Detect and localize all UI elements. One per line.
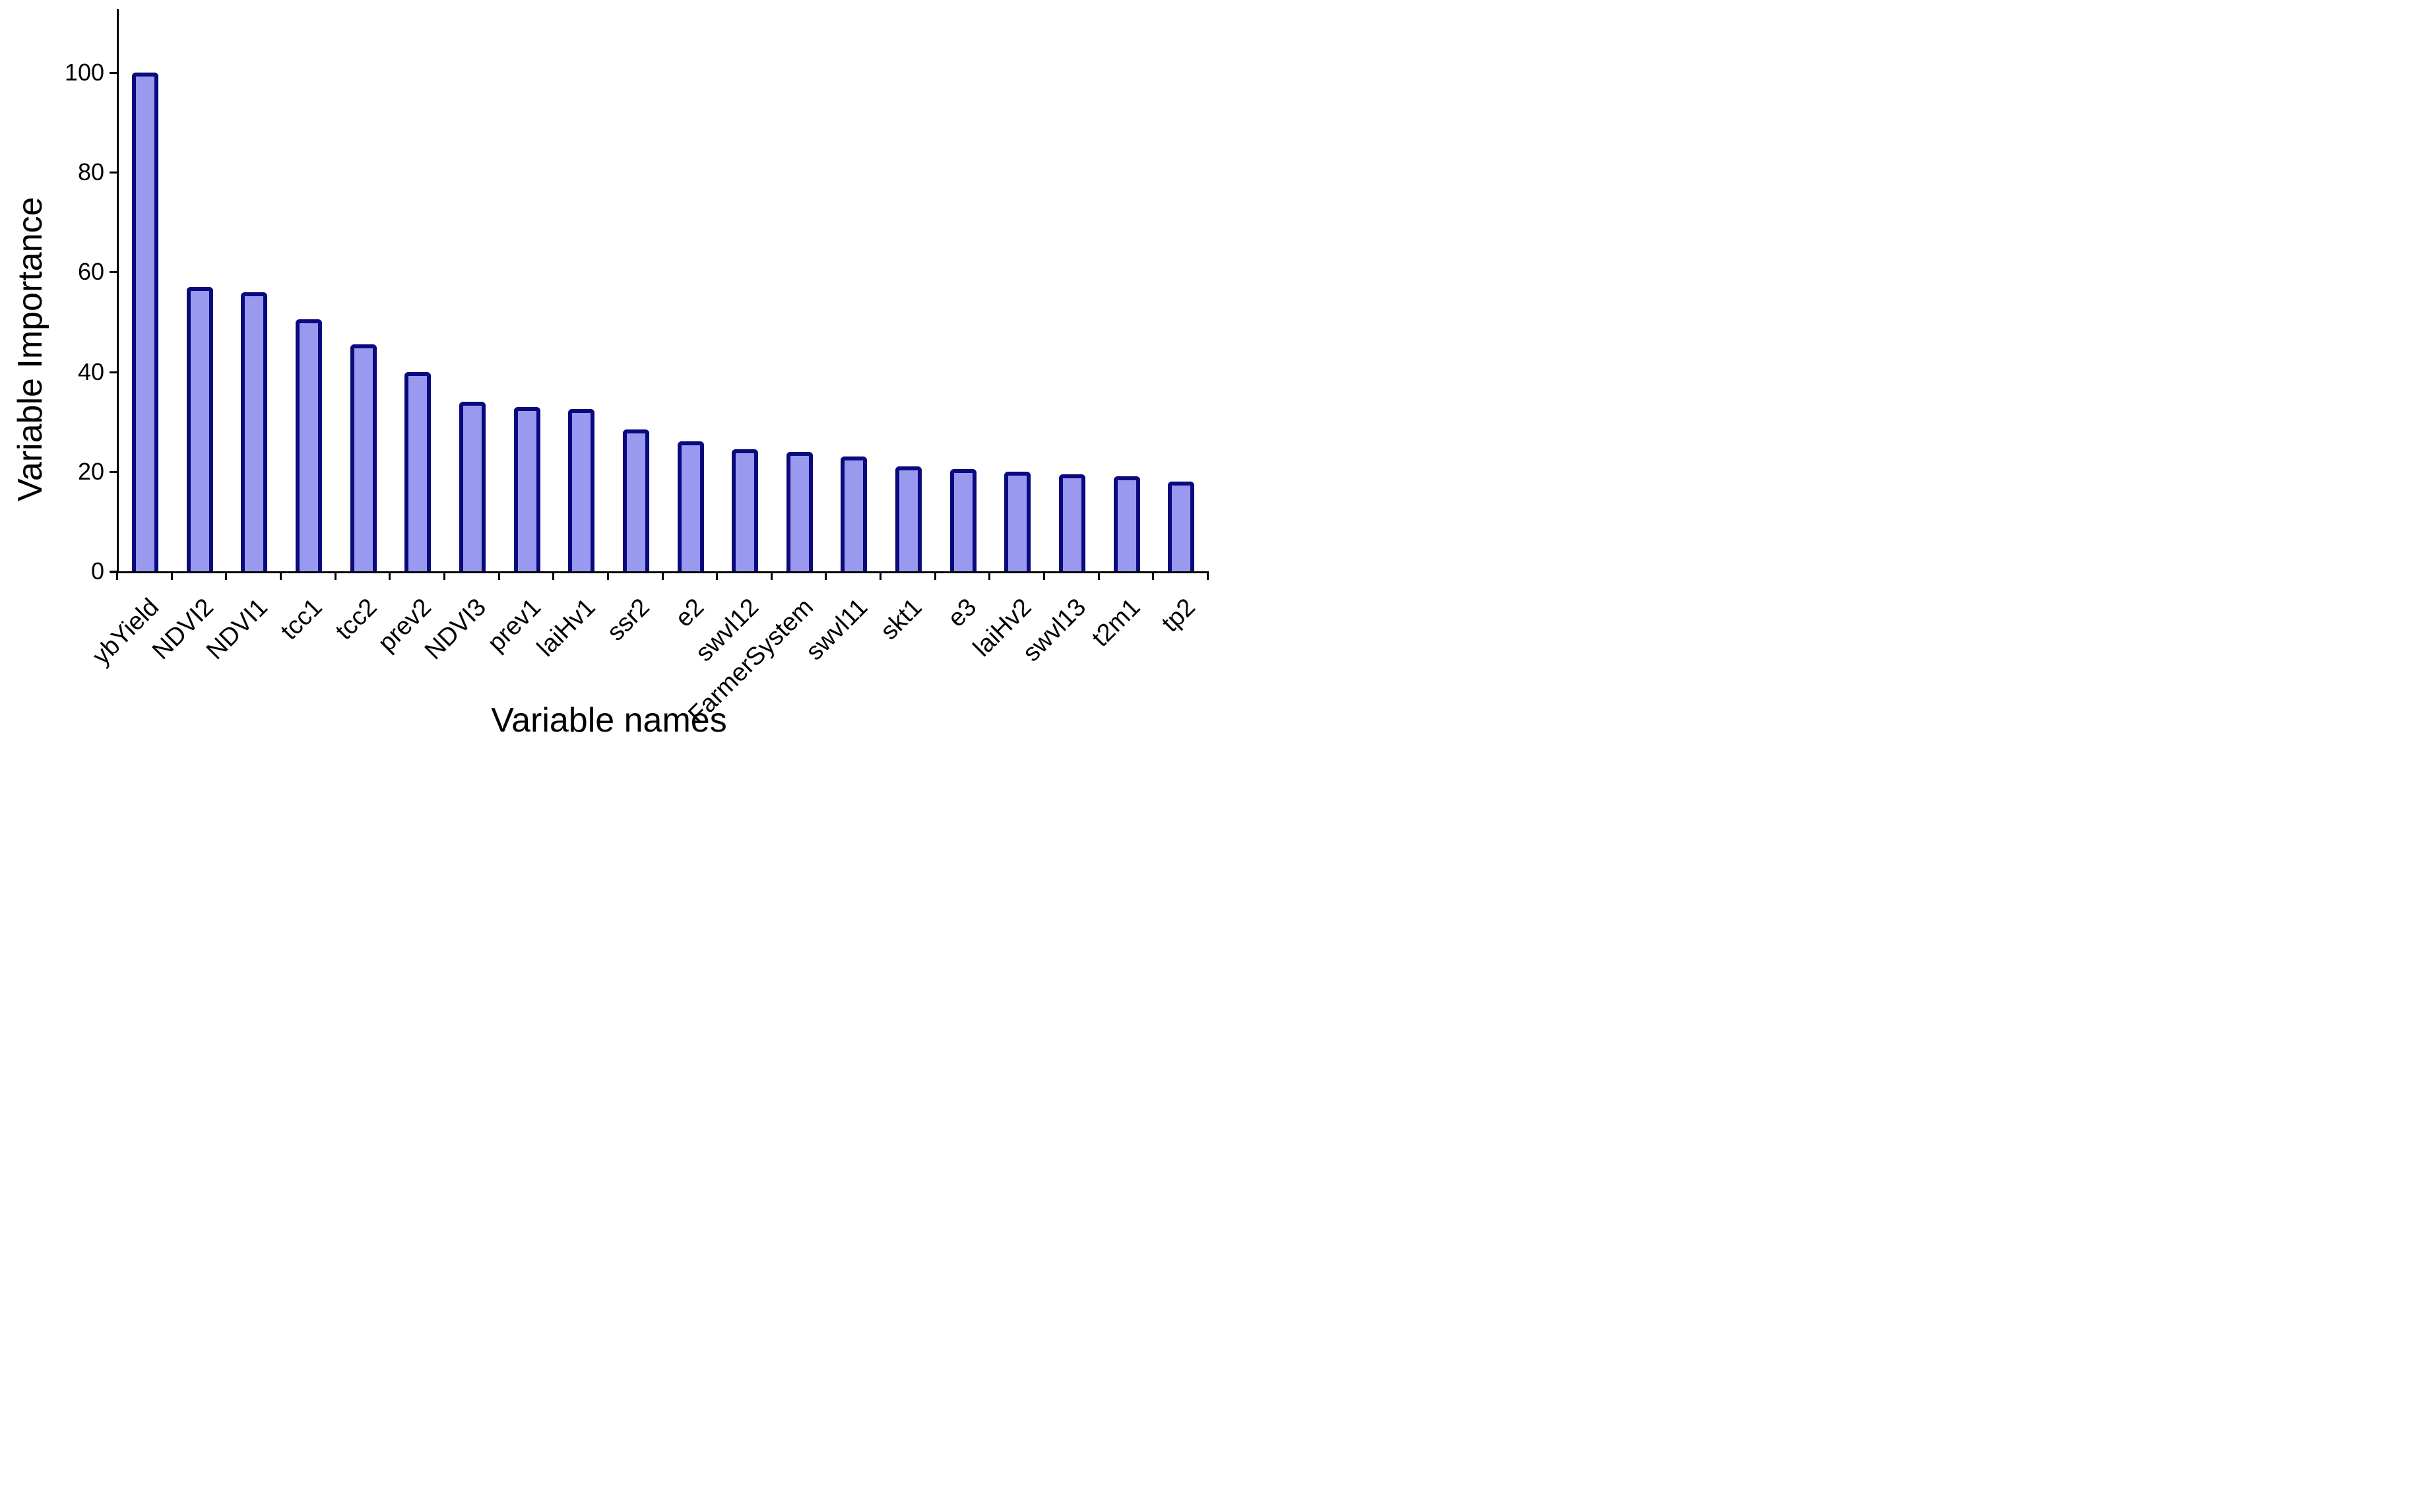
bar-t2m1	[1113, 476, 1140, 571]
bar-tp2	[1168, 481, 1195, 571]
x-axis-title: Variable names	[491, 701, 727, 740]
x-tick-mark	[116, 571, 118, 580]
bar-ssr2	[622, 429, 649, 571]
bar-swvl13	[1059, 474, 1086, 571]
x-tick-label-e3: e3	[943, 593, 982, 633]
bar-laiHv2	[1004, 471, 1031, 571]
x-tick-mark	[1152, 571, 1155, 580]
x-tick-mark	[988, 571, 991, 580]
y-tick-label: 20	[77, 457, 104, 485]
x-tick-mark	[770, 571, 773, 580]
x-tick-label-e2: e2	[670, 593, 710, 633]
y-tick-mark	[110, 371, 117, 373]
x-tick-label-NDVI1: NDVI1	[201, 593, 274, 666]
y-tick-label: 100	[64, 59, 104, 86]
variable-importance-bar-chart: 0 20 40 60 80 100 ybYield NDVI2 NDVI1 tcc1 tcc2 pre…	[0, 0, 1218, 756]
x-tick-label-laiHv1: laiHv1	[531, 593, 601, 662]
y-axis-line	[117, 9, 119, 573]
bar-prev2	[404, 371, 432, 571]
x-tick-mark	[497, 571, 500, 580]
y-tick-mark	[110, 470, 117, 473]
bar-NDVI3	[459, 401, 486, 571]
bar-ybYield	[132, 73, 158, 571]
bar-laiHv1	[568, 409, 595, 571]
x-tick-mark	[716, 571, 719, 580]
x-tick-label-NDVI3: NDVI3	[420, 593, 492, 666]
bar-NDVI2	[186, 287, 213, 571]
x-tick-mark	[934, 571, 936, 580]
x-tick-mark	[389, 571, 391, 580]
x-tick-label-tp2: tp2	[1156, 593, 1201, 638]
x-tick-label-NDVI2: NDVI2	[146, 593, 219, 666]
y-tick-mark	[110, 571, 117, 573]
x-axis-line	[110, 571, 1207, 573]
y-tick-label: 0	[90, 557, 104, 584]
x-tick-mark	[661, 571, 664, 580]
x-tick-mark	[825, 571, 827, 580]
bar-swvl12	[732, 449, 759, 571]
bar-tcc2	[350, 344, 377, 571]
x-tick-label-ssr2: ssr2	[602, 593, 655, 646]
y-tick-label: 80	[77, 158, 104, 186]
bar-prev1	[513, 406, 540, 571]
y-tick-label: 40	[77, 358, 104, 385]
bar-e3	[949, 469, 977, 571]
x-tick-mark	[334, 571, 337, 580]
x-tick-label-t2m1: t2m1	[1087, 593, 1146, 652]
bar-tcc1	[295, 319, 322, 571]
x-tick-mark	[552, 571, 555, 580]
x-tick-mark	[279, 571, 282, 580]
y-axis-title: Variable Importance	[11, 197, 49, 502]
x-tick-mark	[606, 571, 609, 580]
bar-skt1	[895, 466, 922, 571]
x-tick-mark	[225, 571, 228, 580]
x-tick-label-ybYield: ybYield	[87, 593, 164, 671]
plot-area: 0 20 40 60 80 100 ybYield NDVI2 NDVI1 tcc1 tcc2 pre…	[0, 0, 1218, 756]
x-tick-mark	[1207, 571, 1209, 580]
y-tick-mark	[110, 72, 117, 74]
y-tick-mark	[110, 271, 117, 274]
x-tick-mark	[170, 571, 173, 580]
x-tick-mark	[880, 571, 882, 580]
x-tick-label-tcc1: tcc1	[275, 593, 328, 646]
x-tick-mark	[1097, 571, 1100, 580]
x-tick-label-skt1: skt1	[876, 593, 928, 646]
y-tick-label: 60	[77, 258, 104, 286]
bar-e2	[677, 441, 704, 571]
bar-FarmerSystem	[786, 451, 813, 571]
x-tick-mark	[443, 571, 445, 580]
y-tick-mark	[110, 172, 117, 174]
bar-swvl11	[841, 457, 868, 571]
x-tick-label-swvl11: swvl11	[800, 593, 874, 666]
x-tick-mark	[1043, 571, 1046, 580]
bar-NDVI1	[241, 292, 268, 571]
